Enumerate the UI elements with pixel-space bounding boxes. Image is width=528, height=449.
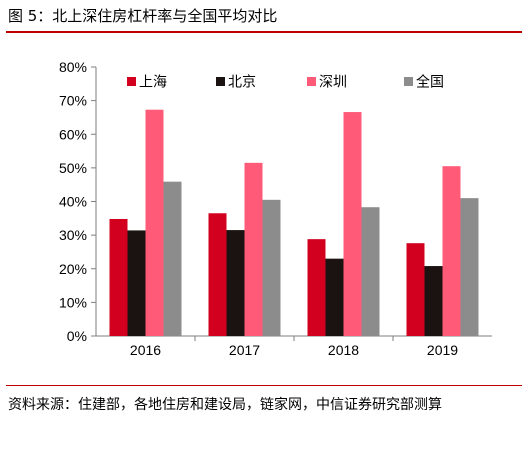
legend-label: 上海 [139, 75, 167, 91]
legend-swatch-全国 [404, 77, 413, 86]
chart-legend: 上海 北京 深圳 全国 [127, 74, 444, 91]
bar-2017-深圳 [244, 162, 263, 336]
y-tick-label: 70% [59, 93, 87, 109]
bar-2019-上海 [406, 243, 425, 336]
y-tick-label: 80% [59, 59, 87, 75]
y-tick-label: 20% [59, 261, 87, 277]
x-tick-label: 2018 [328, 342, 359, 358]
source-note: 资料来源：住建部，各地住房和建设局，链家网，中信证券研究部测算 [8, 397, 442, 413]
legend-swatch-深圳 [307, 77, 316, 86]
y-tick-label: 10% [59, 294, 87, 310]
bar-2019-北京 [424, 266, 443, 336]
bar-2019-全国 [460, 198, 479, 336]
bar-2017-全国 [262, 199, 281, 336]
bar-2018-上海 [307, 239, 326, 336]
bar-2018-北京 [325, 258, 344, 336]
legend-label: 全国 [416, 74, 444, 91]
legend-swatch-北京 [216, 77, 225, 86]
legend-swatch-上海 [127, 77, 136, 86]
figure-title: 图 5：北上深住房杠杆率与全国平均对比 [8, 7, 278, 25]
source-divider [6, 385, 522, 386]
bar-2018-深圳 [343, 112, 362, 337]
bar-2016-全国 [163, 181, 182, 336]
bar-2019-深圳 [442, 166, 461, 336]
legend-label: 深圳 [319, 75, 347, 91]
bar-2016-上海 [109, 218, 128, 336]
x-tick-label: 2019 [427, 342, 458, 358]
y-tick-label: 50% [59, 160, 87, 176]
x-tick-label: 2017 [229, 342, 260, 358]
y-tick-label: 60% [59, 126, 87, 142]
bar-2016-北京 [127, 230, 146, 336]
bar-chart: 0% 10% 20% 30% 40% 50% 60% 70% 80% 2016 2017 2018 20… [59, 59, 492, 358]
bar-2018-全国 [361, 207, 380, 336]
legend-label: 北京 [228, 75, 256, 91]
chart-axes: 0% 10% 20% 30% 40% 50% 60% 70% 80% 2016 2017 2018 20… [59, 59, 492, 358]
x-tick-label: 2016 [130, 342, 161, 358]
title-divider [6, 31, 522, 33]
bar-2016-深圳 [145, 109, 164, 336]
chart-bars [109, 109, 479, 337]
y-tick-label: 30% [59, 227, 87, 243]
bar-2017-上海 [208, 213, 227, 336]
bar-2017-北京 [226, 230, 245, 336]
y-tick-label: 40% [59, 194, 87, 210]
y-tick-label: 0% [67, 328, 87, 344]
